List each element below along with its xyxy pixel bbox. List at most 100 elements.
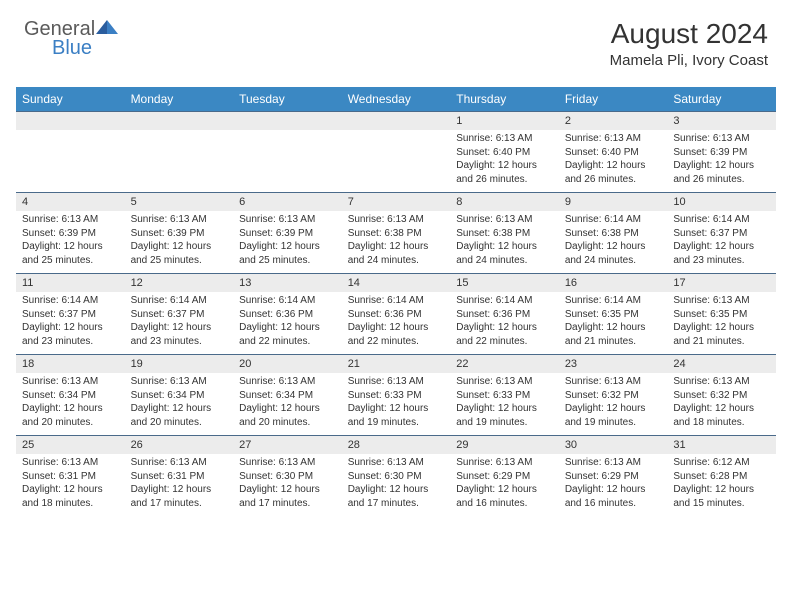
daylight-text: Daylight: 12 hours and 20 minutes.	[131, 402, 228, 429]
daylight-text: Daylight: 12 hours and 19 minutes.	[456, 402, 553, 429]
daynum-row: 123	[16, 112, 776, 131]
daylight-text: Daylight: 12 hours and 26 minutes.	[565, 159, 662, 186]
day-number-cell: 11	[16, 274, 125, 293]
day-detail-cell: Sunrise: 6:13 AMSunset: 6:39 PMDaylight:…	[16, 211, 125, 274]
sunset-text: Sunset: 6:39 PM	[131, 227, 228, 241]
sunrise-text: Sunrise: 6:13 AM	[22, 456, 119, 470]
sunset-text: Sunset: 6:36 PM	[348, 308, 445, 322]
day-number-cell: 9	[559, 193, 668, 212]
day-number-cell	[342, 112, 451, 131]
day-number-cell	[125, 112, 234, 131]
day-number: 6	[239, 196, 245, 208]
sunrise-text: Sunrise: 6:13 AM	[456, 213, 553, 227]
sunrise-text: Sunrise: 6:13 AM	[565, 132, 662, 146]
daylight-text: Daylight: 12 hours and 22 minutes.	[456, 321, 553, 348]
daynum-row: 45678910	[16, 193, 776, 212]
day-detail-cell: Sunrise: 6:13 AMSunset: 6:34 PMDaylight:…	[125, 373, 234, 436]
day-header: Thursday	[450, 87, 559, 112]
detail-row: Sunrise: 6:14 AMSunset: 6:37 PMDaylight:…	[16, 292, 776, 355]
calendar-header-row: Sunday Monday Tuesday Wednesday Thursday…	[16, 87, 776, 112]
day-number-cell: 26	[125, 436, 234, 455]
day-header: Monday	[125, 87, 234, 112]
sunrise-text: Sunrise: 6:14 AM	[131, 294, 228, 308]
day-detail-cell: Sunrise: 6:13 AMSunset: 6:40 PMDaylight:…	[559, 130, 668, 193]
sunset-text: Sunset: 6:37 PM	[673, 227, 770, 241]
day-detail-cell: Sunrise: 6:13 AMSunset: 6:31 PMDaylight:…	[125, 454, 234, 516]
daylight-text: Daylight: 12 hours and 26 minutes.	[456, 159, 553, 186]
detail-row: Sunrise: 6:13 AMSunset: 6:40 PMDaylight:…	[16, 130, 776, 193]
location: Mamela Pli, Ivory Coast	[610, 52, 768, 69]
day-number-cell: 5	[125, 193, 234, 212]
day-number: 23	[565, 358, 577, 370]
daylight-text: Daylight: 12 hours and 17 minutes.	[348, 483, 445, 510]
sunrise-text: Sunrise: 6:13 AM	[456, 375, 553, 389]
sunrise-text: Sunrise: 6:13 AM	[673, 132, 770, 146]
day-number-cell: 4	[16, 193, 125, 212]
day-detail-cell: Sunrise: 6:13 AMSunset: 6:30 PMDaylight:…	[342, 454, 451, 516]
day-number: 10	[673, 196, 685, 208]
day-number: 4	[22, 196, 28, 208]
day-number-cell: 10	[667, 193, 776, 212]
detail-row: Sunrise: 6:13 AMSunset: 6:39 PMDaylight:…	[16, 211, 776, 274]
day-detail-cell: Sunrise: 6:12 AMSunset: 6:28 PMDaylight:…	[667, 454, 776, 516]
day-number: 20	[239, 358, 251, 370]
day-number: 11	[22, 277, 33, 289]
sunrise-text: Sunrise: 6:13 AM	[456, 456, 553, 470]
day-header: Wednesday	[342, 87, 451, 112]
detail-row: Sunrise: 6:13 AMSunset: 6:34 PMDaylight:…	[16, 373, 776, 436]
daylight-text: Daylight: 12 hours and 24 minutes.	[565, 240, 662, 267]
sunset-text: Sunset: 6:38 PM	[565, 227, 662, 241]
day-detail-cell: Sunrise: 6:13 AMSunset: 6:32 PMDaylight:…	[667, 373, 776, 436]
day-header: Sunday	[16, 87, 125, 112]
sunset-text: Sunset: 6:37 PM	[22, 308, 119, 322]
day-number-cell: 8	[450, 193, 559, 212]
sunset-text: Sunset: 6:39 PM	[239, 227, 336, 241]
sunset-text: Sunset: 6:34 PM	[239, 389, 336, 403]
daylight-text: Daylight: 12 hours and 20 minutes.	[22, 402, 119, 429]
day-number-cell: 18	[16, 355, 125, 374]
day-number-cell	[16, 112, 125, 131]
daylight-text: Daylight: 12 hours and 23 minutes.	[22, 321, 119, 348]
day-detail-cell	[16, 130, 125, 193]
day-number: 16	[565, 277, 577, 289]
day-detail-cell	[342, 130, 451, 193]
sunrise-text: Sunrise: 6:13 AM	[673, 375, 770, 389]
day-number-cell: 29	[450, 436, 559, 455]
day-detail-cell: Sunrise: 6:14 AMSunset: 6:35 PMDaylight:…	[559, 292, 668, 355]
daylight-text: Daylight: 12 hours and 23 minutes.	[131, 321, 228, 348]
header: GeneralBlue August 2024 Mamela Pli, Ivor…	[0, 0, 792, 77]
daylight-text: Daylight: 12 hours and 21 minutes.	[673, 321, 770, 348]
day-number: 15	[456, 277, 468, 289]
sunset-text: Sunset: 6:35 PM	[565, 308, 662, 322]
day-detail-cell	[125, 130, 234, 193]
sunrise-text: Sunrise: 6:12 AM	[673, 456, 770, 470]
daynum-row: 18192021222324	[16, 355, 776, 374]
day-number: 25	[22, 439, 34, 451]
daylight-text: Daylight: 12 hours and 24 minutes.	[348, 240, 445, 267]
sunset-text: Sunset: 6:36 PM	[239, 308, 336, 322]
day-number-cell: 1	[450, 112, 559, 131]
sunset-text: Sunset: 6:34 PM	[22, 389, 119, 403]
sunrise-text: Sunrise: 6:13 AM	[131, 213, 228, 227]
sunrise-text: Sunrise: 6:13 AM	[22, 375, 119, 389]
day-detail-cell: Sunrise: 6:13 AMSunset: 6:39 PMDaylight:…	[233, 211, 342, 274]
day-detail-cell: Sunrise: 6:13 AMSunset: 6:33 PMDaylight:…	[450, 373, 559, 436]
sunrise-text: Sunrise: 6:14 AM	[22, 294, 119, 308]
sunset-text: Sunset: 6:33 PM	[348, 389, 445, 403]
day-detail-cell: Sunrise: 6:14 AMSunset: 6:38 PMDaylight:…	[559, 211, 668, 274]
daylight-text: Daylight: 12 hours and 16 minutes.	[565, 483, 662, 510]
sunset-text: Sunset: 6:29 PM	[456, 470, 553, 484]
day-detail-cell: Sunrise: 6:14 AMSunset: 6:36 PMDaylight:…	[450, 292, 559, 355]
day-number: 9	[565, 196, 571, 208]
day-number: 21	[348, 358, 360, 370]
sunset-text: Sunset: 6:37 PM	[131, 308, 228, 322]
day-number-cell: 25	[16, 436, 125, 455]
logo-triangle-icon	[96, 18, 118, 36]
day-detail-cell: Sunrise: 6:14 AMSunset: 6:37 PMDaylight:…	[667, 211, 776, 274]
daylight-text: Daylight: 12 hours and 19 minutes.	[348, 402, 445, 429]
sunset-text: Sunset: 6:34 PM	[131, 389, 228, 403]
day-number-cell: 30	[559, 436, 668, 455]
sunrise-text: Sunrise: 6:14 AM	[348, 294, 445, 308]
day-detail-cell: Sunrise: 6:13 AMSunset: 6:30 PMDaylight:…	[233, 454, 342, 516]
day-number: 3	[673, 115, 679, 127]
